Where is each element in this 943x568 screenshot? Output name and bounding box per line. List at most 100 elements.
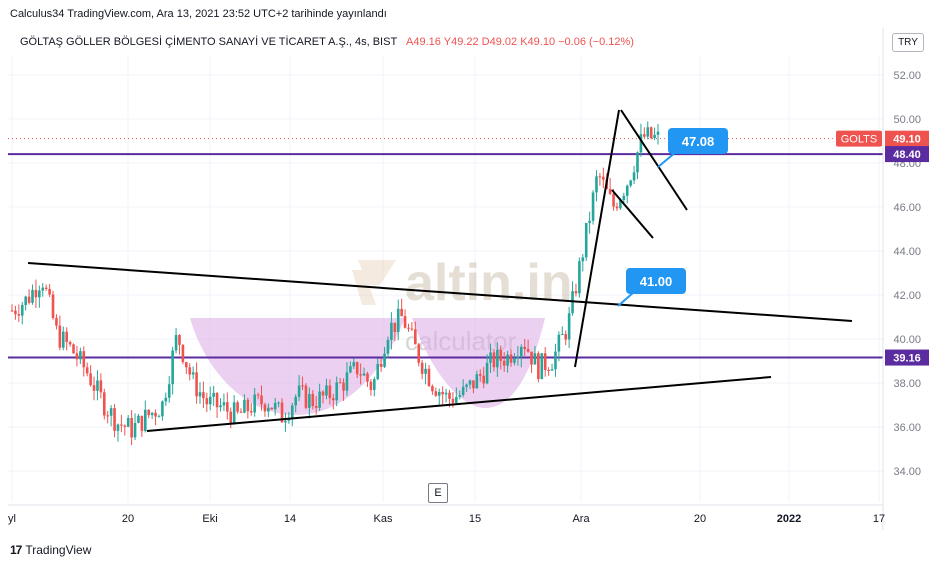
candle-body (656, 131, 660, 135)
candle-body (51, 294, 55, 319)
candle (414, 321, 417, 345)
candle (27, 289, 31, 305)
candle (366, 371, 369, 388)
candle (150, 412, 154, 420)
candle (260, 385, 263, 411)
candle (560, 326, 564, 336)
candle-body (342, 382, 345, 391)
candle (328, 379, 332, 405)
candle (472, 380, 475, 394)
candle-body (191, 372, 195, 375)
candle (567, 306, 571, 349)
candle-body (376, 363, 380, 380)
candle (461, 379, 465, 398)
candle (578, 257, 581, 298)
candle-body (345, 372, 349, 391)
candle (167, 375, 171, 403)
candle-body (137, 415, 140, 423)
candle-body (328, 385, 332, 399)
price-tags: GOLTS 49.10 48.40 39.16 (836, 130, 929, 366)
candle-body (147, 409, 151, 416)
flag-line-upper (620, 109, 688, 211)
candle (519, 344, 523, 368)
candle (444, 388, 448, 403)
candle (496, 342, 499, 377)
candle (256, 392, 260, 400)
candle-body (161, 401, 164, 417)
candle (373, 376, 376, 397)
candle-body (461, 386, 465, 396)
candle-body (277, 402, 280, 404)
candle-body (34, 289, 38, 298)
candle (239, 408, 243, 414)
level-price-tag: 48.40 (885, 146, 929, 163)
earnings-event-icon[interactable]: E (428, 483, 448, 503)
candle-body (263, 404, 267, 412)
candle-body (407, 327, 410, 329)
candle-body (150, 412, 154, 416)
candle-body (249, 411, 253, 413)
candle-body (55, 318, 58, 326)
horizontal-levels (8, 138, 883, 359)
candle-body (414, 329, 417, 345)
candle (188, 363, 192, 381)
candle-body (253, 394, 256, 413)
candle (198, 382, 202, 404)
candle-body (178, 334, 181, 345)
time-tick-label: 14 (284, 513, 296, 525)
candle-body (472, 380, 475, 389)
candle (417, 342, 421, 367)
candle-body (513, 358, 516, 363)
level-price-tag: 39.16 (885, 349, 929, 366)
price-tick-label: 50.00 (893, 114, 921, 126)
candle (174, 327, 178, 354)
candle-body (451, 398, 455, 403)
candle-body (581, 257, 585, 262)
candle (222, 393, 226, 411)
candle (161, 400, 164, 421)
candle (393, 322, 397, 342)
candle (99, 373, 103, 399)
candle (236, 400, 239, 414)
candle-body (431, 386, 434, 392)
tradingview-brand[interactable]: 17 TradingView (10, 543, 91, 557)
candle-body (499, 349, 503, 361)
candle-body (427, 368, 431, 387)
candle (431, 384, 434, 395)
candle (608, 177, 612, 196)
candle-body (188, 367, 192, 375)
candle-body (537, 353, 540, 380)
candle-body (65, 331, 68, 343)
candle (34, 279, 38, 308)
candle (212, 385, 215, 406)
candle (109, 405, 113, 427)
candle (643, 127, 646, 139)
currency-badge[interactable]: TRY (892, 33, 924, 52)
candle-body (164, 397, 168, 402)
candle-body (482, 375, 485, 384)
candle (482, 367, 485, 389)
time-tick-label: 20 (122, 513, 134, 525)
candle-body (475, 374, 479, 389)
candle-body (519, 346, 523, 357)
candle-body (379, 363, 383, 367)
candle (331, 393, 335, 410)
candle-body (373, 379, 376, 390)
candle (270, 407, 274, 410)
candle-body (591, 192, 595, 221)
candle-body (239, 411, 243, 413)
candle-body (468, 380, 472, 385)
candle-body (14, 310, 17, 315)
candle-body (362, 373, 366, 376)
candle-body (205, 398, 209, 405)
candle (51, 290, 55, 320)
candle-body (144, 409, 147, 431)
candle-body (68, 342, 72, 345)
candle-body (116, 424, 120, 431)
candle (10, 304, 14, 312)
time-tick-label: Kas (374, 513, 393, 525)
candle-body (526, 348, 530, 352)
candle (243, 394, 246, 414)
candle-body (102, 392, 106, 416)
